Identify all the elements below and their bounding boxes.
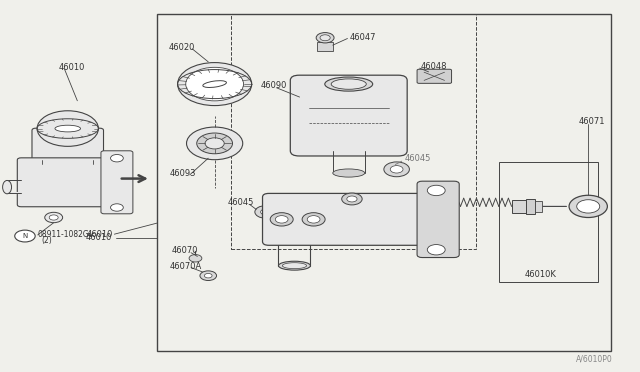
Bar — [511, 200, 525, 213]
FancyBboxPatch shape — [101, 151, 133, 214]
Bar — [534, 201, 542, 212]
Circle shape — [186, 67, 243, 101]
Text: 46045: 46045 — [404, 154, 431, 163]
Circle shape — [320, 35, 330, 41]
Text: 46070: 46070 — [172, 246, 198, 255]
Bar — [499, 162, 598, 282]
Circle shape — [255, 206, 276, 218]
Circle shape — [37, 111, 99, 146]
Circle shape — [307, 216, 320, 223]
FancyBboxPatch shape — [32, 128, 104, 166]
Text: 46010K: 46010K — [524, 270, 556, 279]
Ellipse shape — [331, 79, 366, 89]
FancyBboxPatch shape — [262, 193, 435, 245]
Text: 46010: 46010 — [86, 230, 113, 239]
Text: N: N — [22, 233, 28, 239]
Bar — [317, 42, 333, 51]
Circle shape — [49, 215, 58, 220]
Circle shape — [45, 212, 63, 223]
Ellipse shape — [278, 261, 310, 270]
Circle shape — [204, 273, 212, 278]
Text: 46047: 46047 — [350, 32, 376, 42]
Circle shape — [177, 62, 252, 106]
Circle shape — [15, 230, 35, 242]
Text: 46045: 46045 — [227, 198, 254, 207]
Circle shape — [111, 204, 124, 211]
Circle shape — [186, 127, 243, 160]
Ellipse shape — [3, 180, 12, 194]
Text: 46093: 46093 — [170, 169, 196, 177]
Circle shape — [205, 138, 224, 149]
Ellipse shape — [333, 169, 365, 177]
Text: 46048: 46048 — [421, 62, 447, 71]
Circle shape — [569, 195, 607, 218]
Circle shape — [260, 209, 271, 215]
Ellipse shape — [282, 263, 307, 269]
Circle shape — [428, 244, 445, 255]
Circle shape — [302, 213, 325, 226]
Circle shape — [316, 33, 334, 43]
Ellipse shape — [55, 125, 81, 132]
Circle shape — [196, 133, 232, 154]
Circle shape — [270, 213, 293, 226]
Bar — [230, 14, 476, 249]
Text: 46010: 46010 — [86, 233, 113, 243]
Circle shape — [390, 166, 403, 173]
Circle shape — [384, 162, 410, 177]
Circle shape — [189, 254, 202, 262]
Text: A/6010P0: A/6010P0 — [576, 355, 612, 364]
Circle shape — [347, 196, 357, 202]
FancyBboxPatch shape — [417, 69, 452, 83]
Circle shape — [111, 154, 124, 162]
Ellipse shape — [324, 77, 372, 91]
Text: 46010: 46010 — [58, 63, 84, 72]
Text: 46070A: 46070A — [170, 262, 202, 271]
Circle shape — [342, 193, 362, 205]
Ellipse shape — [203, 81, 227, 87]
Circle shape — [200, 271, 216, 280]
Text: (2): (2) — [42, 236, 52, 246]
Text: 46090: 46090 — [260, 81, 287, 90]
Circle shape — [577, 200, 600, 213]
Text: 08911-1082G: 08911-1082G — [38, 230, 90, 240]
Text: 46020: 46020 — [169, 42, 195, 51]
Bar — [525, 199, 534, 214]
FancyBboxPatch shape — [291, 75, 407, 156]
Bar — [157, 14, 611, 351]
Circle shape — [428, 185, 445, 196]
Text: 46071: 46071 — [579, 117, 605, 126]
Circle shape — [275, 216, 288, 223]
FancyBboxPatch shape — [417, 181, 460, 257]
FancyBboxPatch shape — [17, 158, 111, 207]
